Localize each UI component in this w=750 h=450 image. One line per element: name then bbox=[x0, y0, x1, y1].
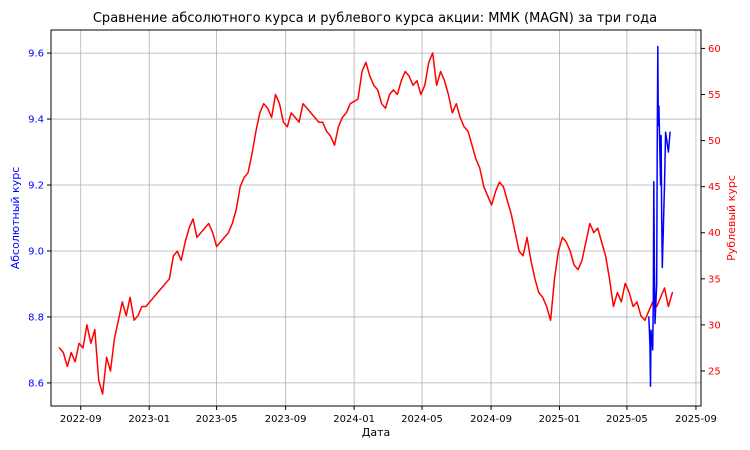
x-axis: 2022-09 2023-01 2023-05 2023-09 2024-01 2024-… bbox=[60, 406, 717, 425]
y-left-tick-label: 8.8 bbox=[28, 312, 44, 323]
y-left-tick-label: 9.4 bbox=[28, 115, 44, 126]
series-line-left bbox=[648, 45, 671, 387]
chart-title: Сравнение абсолютного курса и рублевого … bbox=[93, 11, 657, 26]
x-tick-label: 2025-01 bbox=[539, 414, 581, 425]
x-tick-label: 2024-01 bbox=[333, 414, 375, 425]
y-axis-right-label: Рублевый курс bbox=[725, 175, 738, 261]
x-axis-label: Дата bbox=[362, 426, 390, 439]
y-axis-left-label: Абсолютный курс bbox=[9, 167, 22, 270]
y-left-tick-label: 9.2 bbox=[28, 181, 44, 192]
y-right-tick-label: 25 bbox=[708, 366, 721, 377]
y-right-tick-label: 50 bbox=[708, 136, 721, 147]
grid bbox=[51, 30, 701, 406]
x-tick-label: 2025-09 bbox=[675, 414, 717, 425]
x-tick-label: 2024-05 bbox=[401, 414, 443, 425]
y-right-tick-label: 45 bbox=[708, 182, 721, 193]
y-right-tick-label: 55 bbox=[708, 90, 721, 101]
plot-frame bbox=[50, 29, 702, 407]
y-right-tick-label: 35 bbox=[708, 274, 721, 285]
y-left-tick-label: 8.6 bbox=[28, 378, 44, 389]
x-tick-label: 2023-05 bbox=[196, 414, 238, 425]
series-layer bbox=[58, 45, 674, 395]
x-tick-label: 2024-09 bbox=[470, 414, 512, 425]
x-tick-label: 2022-09 bbox=[60, 414, 102, 425]
y-right-tick-label: 30 bbox=[708, 320, 721, 331]
x-tick-label: 2023-01 bbox=[128, 414, 170, 425]
series-line-right bbox=[58, 52, 674, 395]
y-left-tick-label: 9.0 bbox=[28, 246, 44, 257]
y-right-tick-label: 60 bbox=[708, 44, 721, 55]
x-tick-label: 2023-09 bbox=[265, 414, 307, 425]
y-left-tick-label: 9.6 bbox=[28, 49, 44, 60]
y-axis-right: 25 30 35 40 45 50 55 60 bbox=[701, 44, 721, 377]
y-right-tick-label: 40 bbox=[708, 228, 721, 239]
x-tick-label: 2025-05 bbox=[606, 414, 648, 425]
y-axis-left: 8.6 8.8 9.0 9.2 9.4 9.6 bbox=[28, 49, 51, 389]
